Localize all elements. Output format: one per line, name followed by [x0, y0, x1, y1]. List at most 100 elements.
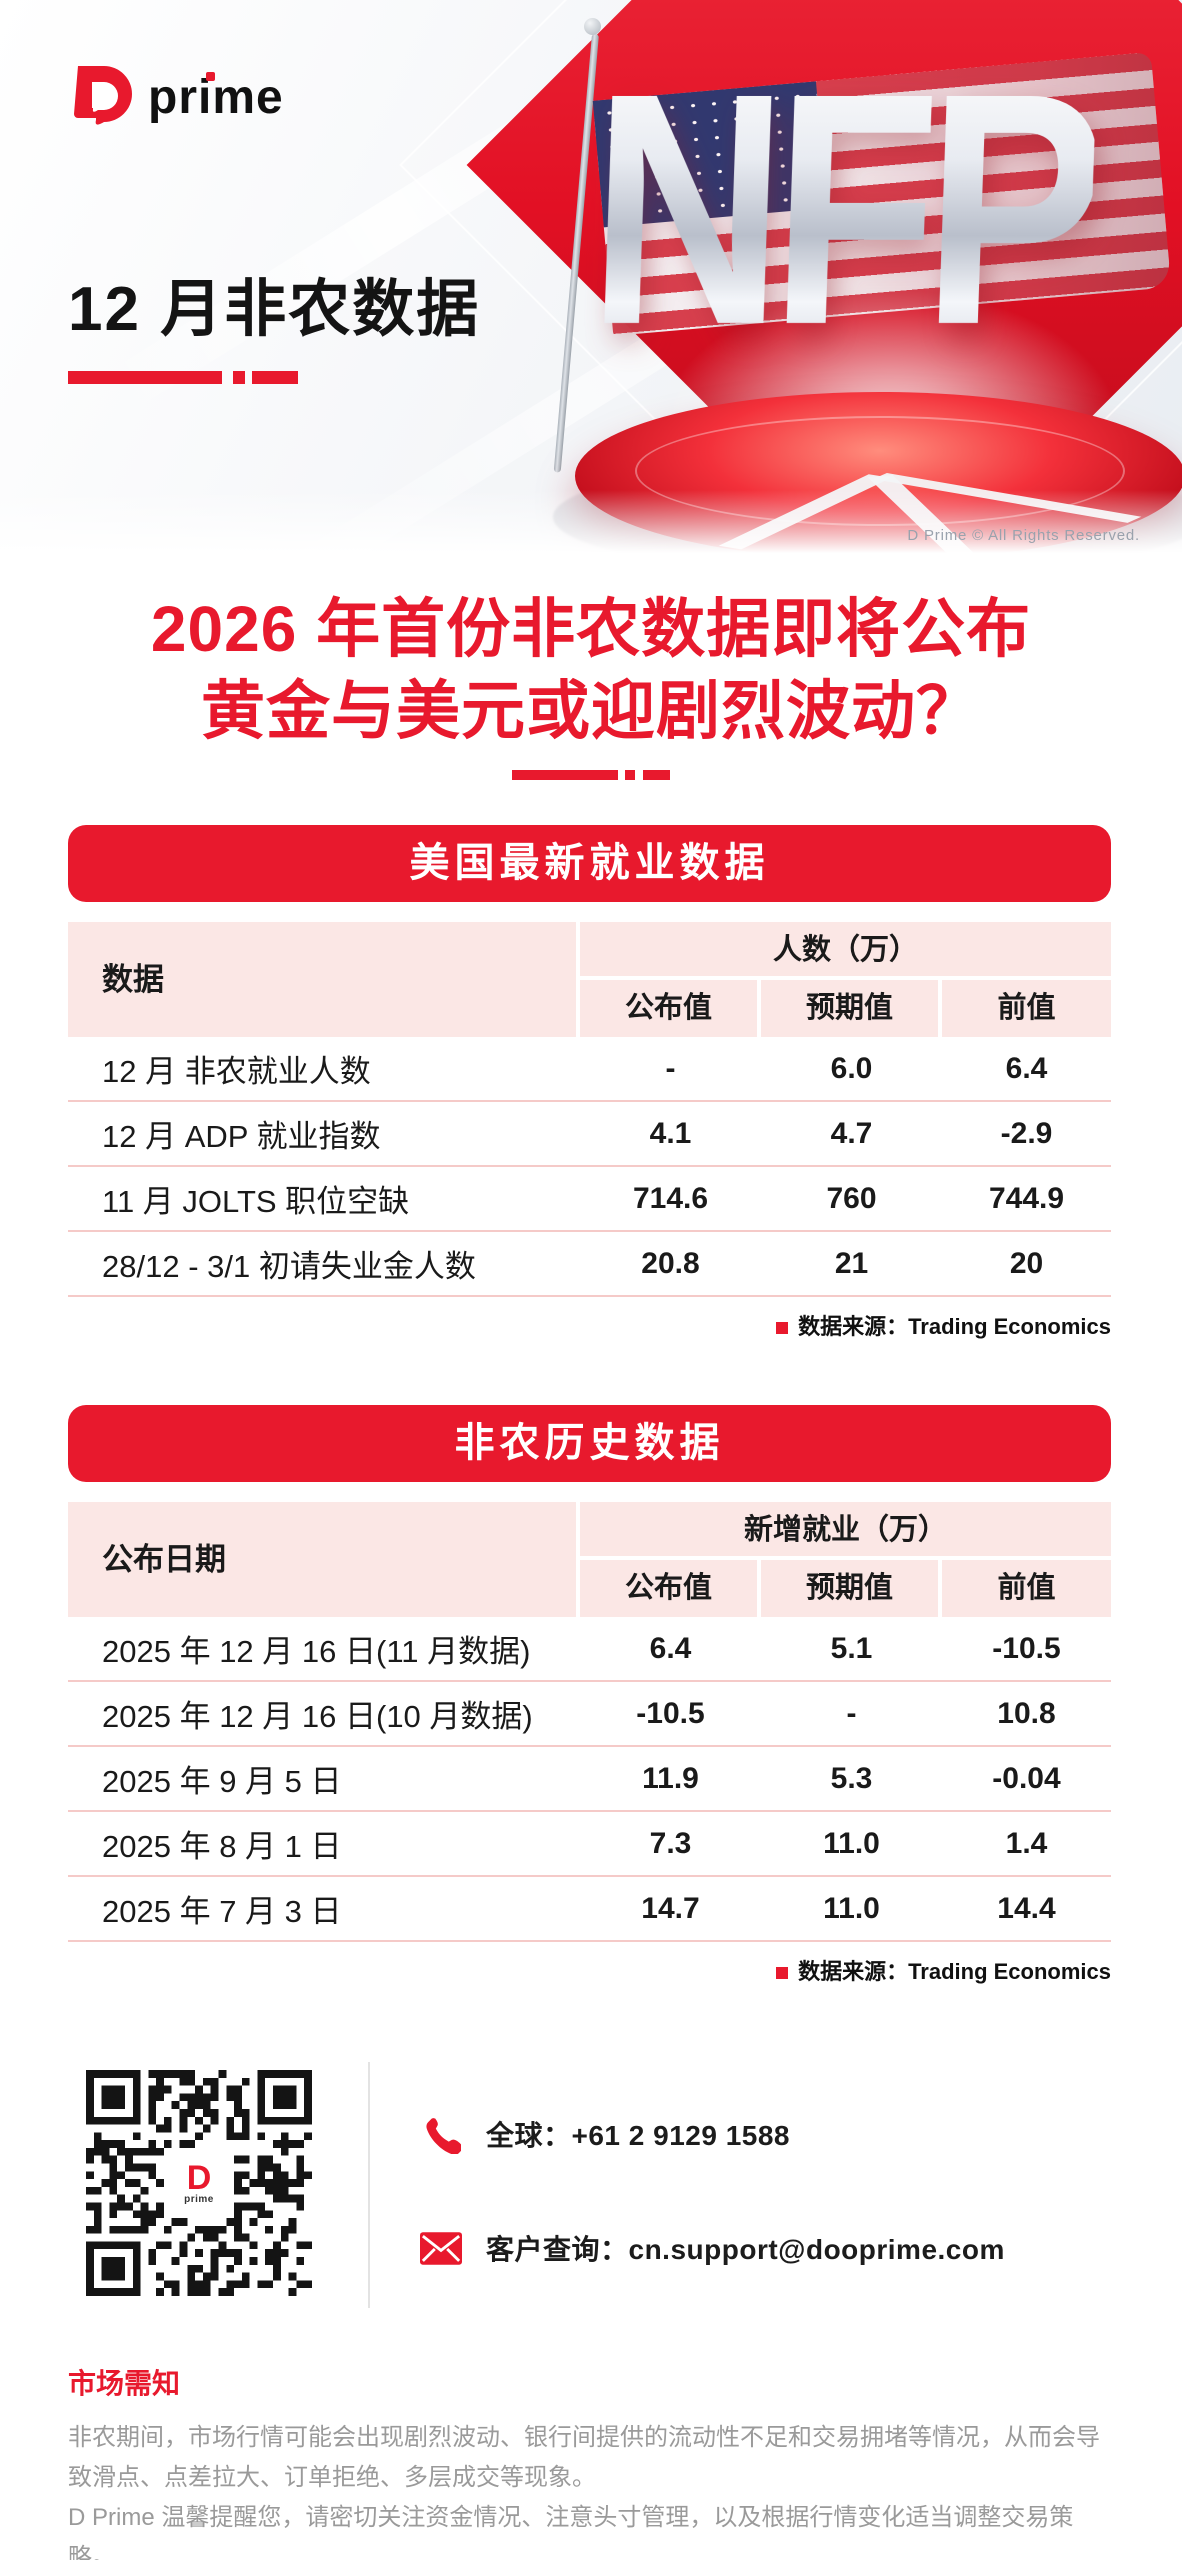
cell-value: 6.4 [649, 1631, 692, 1665]
column-header: 前值 [942, 1560, 1111, 1617]
cell-value: 6.4 [1005, 1051, 1048, 1085]
title-underline [68, 371, 298, 384]
column-header: 预期值 [761, 980, 938, 1037]
cell-value: 5.1 [830, 1631, 873, 1665]
cell-value: -0.04 [992, 1761, 1061, 1795]
headline-line-2: 黄金与美元或迎剧烈波动？ [201, 675, 981, 747]
cell-value: 4.7 [830, 1116, 873, 1150]
table-row: 2025 年 12 月 16 日(10 月数据) -10.5 - 10.8 [68, 1682, 1111, 1747]
cell-value: 10.8 [997, 1696, 1056, 1730]
cell-value: 11.0 [823, 1826, 880, 1860]
cell-value: 5.3 [830, 1761, 873, 1795]
row-label: 2025 年 8 月 1 日 [102, 1829, 342, 1864]
contact-section: D prime 全球：+61 2 9129 1588 客户查询：cn.sup [68, 2062, 1114, 2312]
column-group-label: 人数（万） [580, 922, 1111, 976]
row-label: 2025 年 12 月 16 日(11 月数据) [102, 1634, 531, 1669]
row-header-label: 数据 [68, 922, 576, 1037]
table-row: 11 月 JOLTS 职位空缺 714.6 760 744.9 [68, 1167, 1111, 1232]
row-label: 11 月 JOLTS 职位空缺 [102, 1184, 410, 1219]
source-bullet-icon [776, 1322, 789, 1334]
cell-value: 20 [1009, 1246, 1044, 1280]
cell-value: 744.9 [988, 1181, 1065, 1215]
cell-value: - [665, 1051, 676, 1085]
table-row: 12 月 ADP 就业指数 4.1 4.7 -2.9 [68, 1102, 1111, 1167]
dprime-logo-icon [74, 66, 132, 125]
headline-underline [0, 770, 1182, 780]
cell-value: 14.4 [997, 1891, 1056, 1925]
row-label: 2025 年 9 月 5 日 [102, 1764, 342, 1799]
qr-center-logo: D prime [167, 2151, 231, 2215]
page-title: 12 月非农数据 [68, 275, 481, 344]
phone-number: 全球：+61 2 9129 1588 [486, 2120, 790, 2151]
cell-value: -10.5 [636, 1696, 705, 1730]
table-row: 2025 年 8 月 1 日 7.3 11.0 1.4 [68, 1812, 1111, 1877]
cell-value: 21 [834, 1246, 869, 1280]
disclaimer-heading: 市场需知 [68, 2368, 181, 2399]
cell-value: 20.8 [641, 1246, 700, 1280]
nfp-3d-text: NFP [583, 24, 1099, 393]
row-label: 28/12 - 3/1 初请失业金人数 [102, 1249, 476, 1284]
hero-banner: NFP prime 12 月非农数据 D Prime © All Rights … [0, 0, 1182, 560]
table-rows: 2025 年 12 月 16 日(11 月数据) 6.4 5.1 -10.5 2025 … [68, 1617, 1111, 1942]
source-bullet-icon [776, 1967, 789, 1979]
data-source-note: 数据来源：Trading Economics [68, 1954, 1111, 1984]
envelope-icon [420, 2231, 462, 2265]
cell-value: 714.6 [632, 1181, 709, 1215]
section-banner: 美国最新就业数据 [68, 825, 1111, 902]
row-label: 12 月 ADP 就业指数 [102, 1119, 381, 1154]
disclaimer-section: 市场需知 非农期间，市场行情可能会出现剧烈波动、银行间提供的流动性不足和交易拥堵… [68, 2362, 1114, 2560]
logo-i-dot [206, 71, 215, 81]
table-header: 数据 人数（万） 公布值 预期值 前值 [68, 922, 1111, 1037]
row-header-label: 公布日期 [68, 1502, 576, 1617]
table-nfp-history-data: 非农历史数据 公布日期 新增就业（万） 公布值 预期值 前值 2025 年 12 月 16 … [68, 1405, 1111, 1984]
flagpole-ball [584, 18, 601, 35]
row-label: 12 月 非农就业人数 [102, 1054, 371, 1089]
table-rows: 12 月 非农就业人数 - 6.0 6.4 12 月 ADP 就业指数 4.1 4.7 -2.… [68, 1037, 1111, 1297]
column-group-label: 新增就业（万） [580, 1502, 1111, 1556]
logo-wordmark: prime [148, 70, 284, 124]
source-text: 数据来源：Trading Economics [798, 1959, 1111, 1984]
table-header: 公布日期 新增就业（万） 公布值 预期值 前值 [68, 1502, 1111, 1617]
section-banner: 非农历史数据 [68, 1405, 1111, 1482]
cell-value: -10.5 [992, 1631, 1061, 1665]
cell-value: 6.0 [830, 1051, 873, 1085]
headline: 2026 年首份非农数据即将公布 黄金与美元或迎剧烈波动？ [0, 588, 1182, 752]
table-row: 2025 年 9 月 5 日 11.9 5.3 -0.04 [68, 1747, 1111, 1812]
cell-value: 14.7 [641, 1891, 700, 1925]
table-row: 12 月 非农就业人数 - 6.0 6.4 [68, 1037, 1111, 1102]
cell-value: -2.9 [1000, 1116, 1053, 1150]
vertical-divider [368, 2062, 370, 2308]
phone-contact-row: 全球：+61 2 9129 1588 [420, 2114, 790, 2154]
table-row: 28/12 - 3/1 初请失业金人数 20.8 21 20 [68, 1232, 1111, 1297]
email-address: 客户查询：cn.support@dooprime.com [486, 2234, 1005, 2265]
cell-value: 11.9 [642, 1761, 699, 1795]
table-latest-employment-data: 美国最新就业数据数据 人数（万） 公布值 预期值 前值 12 月 非农就业人数 - 6.0 6.… [68, 825, 1111, 1339]
column-header: 预期值 [761, 1560, 938, 1617]
cell-value: 11.0 [823, 1891, 880, 1925]
cell-value: - [846, 1696, 857, 1730]
column-header: 公布值 [580, 980, 757, 1037]
cell-value: 760 [826, 1181, 877, 1215]
table-row: 2025 年 12 月 16 日(11 月数据) 6.4 5.1 -10.5 [68, 1617, 1111, 1682]
email-contact-row: 客户查询：cn.support@dooprime.com [420, 2228, 1005, 2268]
dprime-logo: prime [68, 64, 284, 130]
cell-value: 1.4 [1005, 1826, 1048, 1860]
phone-icon [420, 2114, 462, 2154]
cell-value: 4.1 [649, 1116, 692, 1150]
row-label: 2025 年 12 月 16 日(10 月数据) [102, 1699, 533, 1734]
column-header: 前值 [942, 980, 1111, 1037]
hero-fade [0, 490, 1182, 560]
disclaimer-line-1: 非农期间，市场行情可能会出现剧烈波动、银行间提供的流动性不足和交易拥堵等情况，从… [68, 2424, 1100, 2491]
data-source-note: 数据来源：Trading Economics [68, 1309, 1111, 1339]
headline-line-1: 2026 年首份非农数据即将公布 [150, 593, 1032, 665]
disclaimer-body: 非农期间，市场行情可能会出现剧烈波动、银行间提供的流动性不足和交易拥堵等情况，从… [68, 2418, 1114, 2560]
table-row: 2025 年 7 月 3 日 14.7 11.0 14.4 [68, 1877, 1111, 1942]
disclaimer-line-2: D Prime 温馨提醒您，请密切关注资金情况、注意头寸管理，以及根据行情变化适… [68, 2504, 1074, 2560]
qr-code: D prime [86, 2070, 312, 2296]
qr-code-pattern [86, 2070, 312, 2296]
cell-value: 7.3 [649, 1826, 692, 1860]
column-header: 公布值 [580, 1560, 757, 1617]
row-label: 2025 年 7 月 3 日 [102, 1894, 342, 1929]
copyright-text: D Prime © All Rights Reserved. [907, 527, 1140, 544]
